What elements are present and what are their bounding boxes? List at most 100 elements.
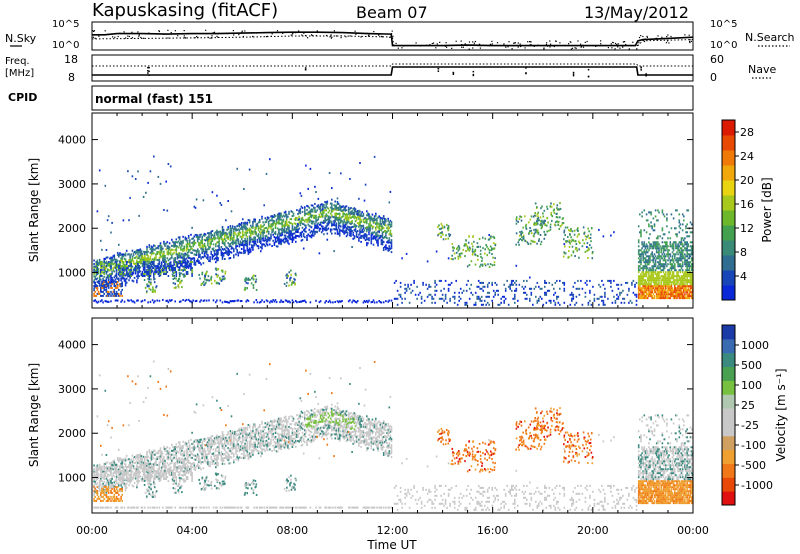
power-cell xyxy=(635,299,638,302)
power-cell xyxy=(221,278,223,281)
power-cell xyxy=(313,228,315,231)
power-cell xyxy=(158,299,161,302)
power-cell xyxy=(257,225,260,228)
power-cell xyxy=(185,265,188,268)
power-cell xyxy=(120,271,122,274)
power-cell xyxy=(382,215,385,218)
power-cell xyxy=(671,287,674,290)
power-cell xyxy=(237,228,240,231)
power-cell xyxy=(295,236,297,239)
power-cell xyxy=(620,301,623,304)
power-cell xyxy=(352,213,354,216)
power-cell xyxy=(315,299,317,302)
power-cell xyxy=(238,243,241,246)
power-cell xyxy=(657,265,659,268)
power-cell xyxy=(677,281,679,284)
power-cell xyxy=(274,237,277,239)
noise-point xyxy=(667,34,669,36)
power-cell xyxy=(652,281,655,284)
power-cell xyxy=(122,267,125,269)
power-cell xyxy=(335,224,338,227)
power-cell xyxy=(144,266,146,269)
power-cell xyxy=(190,233,192,236)
noise-point xyxy=(503,43,505,45)
power-cell xyxy=(229,227,232,230)
power-cell xyxy=(674,297,676,300)
power-cell xyxy=(174,241,176,243)
power-cell xyxy=(233,228,235,231)
power-cell xyxy=(109,292,111,295)
power-cell xyxy=(465,303,468,306)
power-cell xyxy=(542,303,545,306)
power-cell xyxy=(115,269,118,271)
power-cell xyxy=(222,252,225,255)
power-cell xyxy=(142,250,145,253)
power-cell xyxy=(98,284,101,287)
power-cell xyxy=(420,295,423,298)
power-cell xyxy=(328,209,331,212)
power-cell xyxy=(452,246,454,249)
power-cell xyxy=(150,265,153,267)
power-cell xyxy=(116,263,119,266)
power-cell xyxy=(350,228,352,231)
power-cell xyxy=(287,235,289,238)
power-cell xyxy=(300,239,303,242)
power-cell xyxy=(204,247,207,250)
power-cell xyxy=(314,210,316,213)
power-cell xyxy=(93,259,95,262)
power-cell xyxy=(658,253,660,256)
power-cell xyxy=(144,286,147,289)
power-cell xyxy=(251,275,254,278)
power-cell xyxy=(479,249,482,252)
power-cell xyxy=(678,283,681,286)
power-cell xyxy=(260,224,262,227)
power-cell xyxy=(468,249,471,252)
power-cell xyxy=(540,207,542,210)
power-cell xyxy=(492,256,494,259)
power-cell xyxy=(342,215,344,218)
power-cell xyxy=(114,278,117,281)
power-cell xyxy=(323,233,325,236)
power-cell xyxy=(115,261,118,263)
power-cell xyxy=(604,303,606,306)
power-cell xyxy=(637,291,640,294)
power-cell xyxy=(276,237,279,240)
power-cell xyxy=(670,277,673,280)
power-cell xyxy=(209,260,211,263)
power-cell xyxy=(139,254,142,257)
power-cell xyxy=(240,238,243,240)
power-cell xyxy=(648,287,650,290)
power-cell xyxy=(257,221,260,224)
power-cell xyxy=(220,234,223,236)
power-cell xyxy=(222,248,225,251)
power-cell xyxy=(325,215,327,218)
noise-point xyxy=(584,41,586,43)
power-cell xyxy=(154,273,156,275)
power-cell xyxy=(328,215,331,218)
power-cell xyxy=(95,272,98,275)
power-cell xyxy=(642,279,644,282)
power-cell xyxy=(149,261,152,264)
power-cell xyxy=(247,229,250,231)
noise-point xyxy=(123,31,125,33)
power-cell xyxy=(306,238,308,241)
power-cell xyxy=(646,247,649,250)
power-cell xyxy=(650,213,652,216)
power-cell xyxy=(93,289,95,292)
power-cell xyxy=(253,244,255,247)
power-cell xyxy=(132,252,135,255)
power-cell xyxy=(654,255,657,258)
power-cell xyxy=(345,209,348,212)
power-cell xyxy=(247,249,250,251)
power-cell xyxy=(213,234,216,237)
power-cell xyxy=(378,237,380,240)
power-cell xyxy=(111,278,113,281)
power-cell xyxy=(648,283,650,286)
power-cell xyxy=(167,247,170,250)
power-cell xyxy=(470,260,473,263)
power-cell xyxy=(106,294,109,297)
power-cell xyxy=(169,253,172,256)
power-cell xyxy=(307,217,309,220)
power-cell xyxy=(670,293,673,296)
power-cell xyxy=(237,252,240,255)
